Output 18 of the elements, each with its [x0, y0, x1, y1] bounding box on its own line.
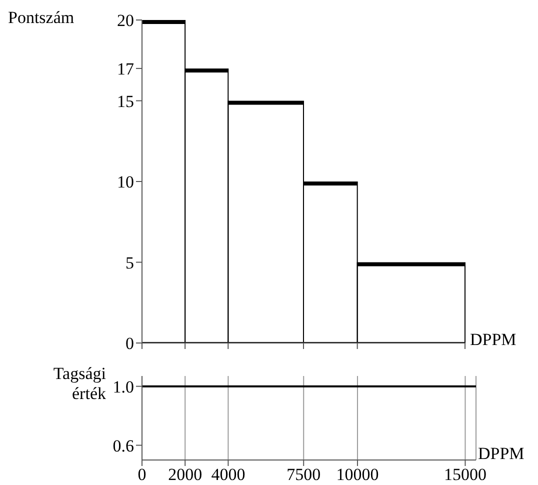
y-tick-label: 1.0 — [112, 377, 134, 396]
y-tick-label: 20 — [117, 11, 134, 30]
y-tick-label: 17 — [117, 59, 134, 78]
y-tick-label: 15 — [117, 92, 134, 111]
x-axis-title: DPPM — [478, 444, 524, 464]
x-tick-label: 4000 — [211, 465, 246, 484]
x-axis-title: DPPM — [470, 330, 516, 350]
y-axis-title: Pontszám — [8, 8, 76, 28]
x-tick-label: 7500 — [286, 465, 321, 484]
x-tick-label: 15000 — [444, 465, 486, 484]
y-axis-title: Tagsági érték — [52, 364, 106, 404]
x-tick-label: 10000 — [336, 465, 379, 484]
x-tick-label: 2000 — [168, 465, 202, 484]
x-tick-label: 0 — [138, 465, 146, 484]
y-tick-label: 0 — [126, 334, 134, 354]
y-tick-label: 10 — [117, 172, 134, 192]
y-tick-label: 0.6 — [112, 436, 134, 456]
y-tick-label: 5 — [126, 253, 134, 272]
